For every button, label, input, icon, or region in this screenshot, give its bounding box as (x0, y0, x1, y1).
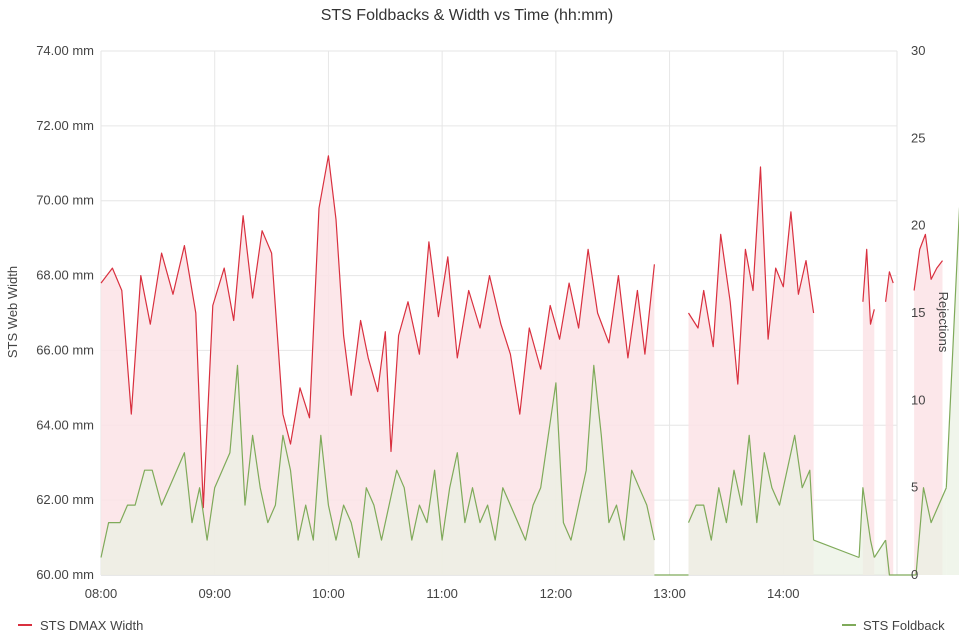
y-axis-right-title: Rejections (936, 292, 951, 353)
x-tick-label: 10:00 (312, 586, 345, 601)
series-line-foldback (858, 487, 875, 558)
series-area-dmax-width (885, 271, 894, 575)
y-tick-label-left: 74.00 mm (36, 43, 94, 58)
y-tick-label-left: 70.00 mm (36, 193, 94, 208)
y-tick-label-left: 60.00 mm (36, 567, 94, 582)
x-tick-label: 08:00 (85, 586, 118, 601)
x-tick-label: 12:00 (540, 586, 573, 601)
y-tick-label-right: 25 (911, 130, 925, 145)
chart-title: STS Foldbacks & Width vs Time (hh:mm) (321, 7, 614, 24)
x-tick-label: 14:00 (767, 586, 800, 601)
series-area-dmax-width (914, 234, 943, 575)
series-line-foldback (687, 434, 815, 541)
y-tick-label-left: 64.00 mm (36, 417, 94, 432)
series-line-dmax-width (885, 271, 894, 302)
legend-item-foldback[interactable]: STS Foldback (842, 618, 945, 633)
y-tick-label-right: 5 (911, 480, 918, 495)
y-tick-label-right: 15 (911, 305, 925, 320)
series-line-dmax-width (687, 166, 815, 385)
y-tick-label-right: 0 (911, 567, 918, 582)
series-line-foldback (100, 364, 655, 559)
legend-item-dmax-width[interactable]: STS DMAX Width (18, 618, 143, 633)
y-tick-label-left: 62.00 mm (36, 492, 94, 507)
y-axis-left-title: STS Web Width (5, 266, 20, 358)
series-lines (100, 155, 959, 576)
series-area-foldback (874, 540, 886, 575)
series-area-dmax-width (862, 249, 875, 575)
y-tick-label-left: 66.00 mm (36, 342, 94, 357)
legend-label-foldback: STS Foldback (863, 618, 945, 633)
series-line-foldback (945, 207, 959, 488)
series-line-foldback (813, 539, 860, 559)
y-tick-label-right: 20 (911, 218, 925, 233)
series-area-foldback (101, 365, 655, 575)
series-area-foldback (916, 487, 947, 575)
legend-label-dmax-width: STS DMAX Width (40, 618, 143, 633)
series-area-foldback (813, 540, 860, 575)
series-line-foldback (873, 539, 887, 558)
series-line-dmax-width (913, 233, 943, 291)
y-tick-label-right: 30 (911, 43, 925, 58)
y-tick-label-left: 68.00 mm (36, 268, 94, 283)
series-line-dmax-width (862, 248, 875, 325)
series-fills (101, 155, 959, 576)
x-tick-label: 11:00 (426, 586, 458, 601)
series-line-dmax-width (100, 155, 655, 509)
x-tick-label: 13:00 (653, 586, 686, 601)
series-area-foldback (946, 218, 959, 575)
x-tick-label: 09:00 (198, 586, 231, 601)
series-line-foldback (915, 487, 947, 576)
y-tick-label-left: 72.00 mm (36, 118, 94, 133)
axes: 60.00 mm 62.00 mm 64.00 mm 66.00 mm 68.00 mm… (36, 43, 925, 601)
series-area-foldback (688, 435, 814, 575)
series-area-foldback (859, 487, 875, 575)
series-line-foldback (885, 540, 916, 576)
y-tick-label-right: 10 (911, 392, 925, 407)
series-area-dmax-width (688, 167, 814, 575)
